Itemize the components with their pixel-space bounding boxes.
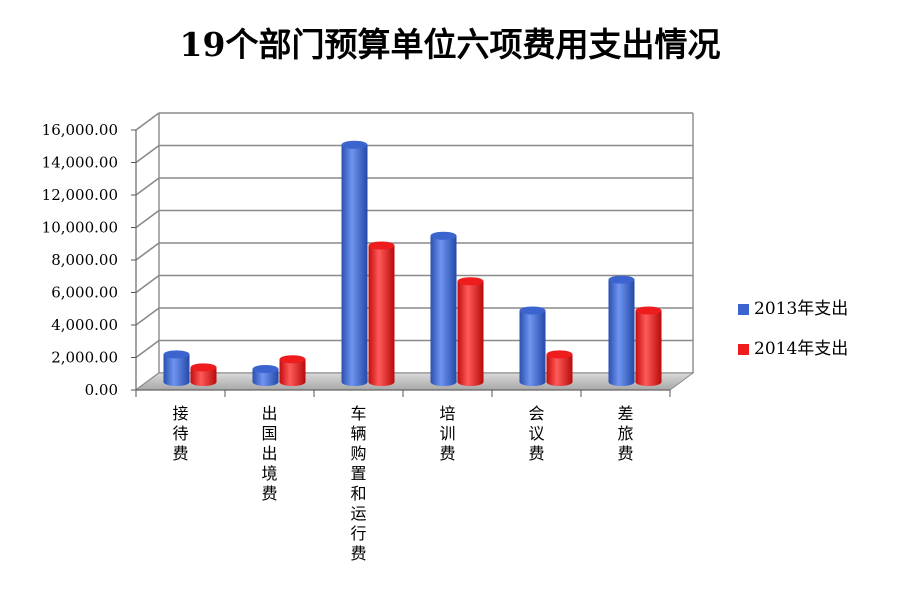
x-category-label-char: 出 (261, 444, 277, 463)
x-category-label-char: 和 (350, 484, 366, 503)
bar (279, 355, 306, 386)
bar (252, 365, 279, 386)
x-category-label-char: 旅 (617, 424, 633, 443)
gridline-side (135, 274, 160, 294)
x-category-label-char: 费 (617, 444, 633, 463)
y-tick-label: 2,000.00 (51, 349, 118, 367)
gridline-side (135, 307, 160, 326)
y-tick-label: 14,000.00 (42, 154, 118, 172)
legend-label: 2013年支出 (754, 299, 848, 319)
bar-top (608, 275, 635, 284)
gridline-side (135, 209, 160, 229)
x-category-label-char: 费 (172, 444, 188, 463)
gridlines (135, 112, 694, 391)
x-category-label-char: 费 (261, 484, 277, 503)
bar (635, 306, 662, 386)
x-category-label-char: 费 (350, 544, 366, 563)
legend-label: 2014年支出 (754, 339, 848, 359)
bar-body (635, 310, 662, 382)
bar-body (430, 235, 457, 382)
bar-body (457, 281, 484, 382)
bar-body (341, 144, 368, 382)
x-category-label-char: 出 (261, 404, 277, 423)
bar-top (368, 241, 395, 250)
x-category-label-char: 培 (439, 404, 455, 423)
gridline-side (135, 144, 160, 164)
bar-body (279, 359, 306, 382)
legend: 2013年支出 2014年支出 (738, 299, 848, 359)
gridline-side (135, 339, 160, 359)
legend-swatch (738, 304, 749, 315)
bar (430, 231, 457, 386)
bar (546, 350, 573, 386)
x-category-label-char: 差 (617, 404, 633, 423)
bar (341, 140, 368, 386)
legend-swatch (738, 344, 749, 355)
bar (190, 363, 217, 386)
gridline-side (135, 177, 160, 196)
x-category-label-char: 置 (350, 464, 366, 483)
bar-body (190, 367, 217, 382)
bars (163, 140, 662, 386)
bar-top (635, 306, 662, 315)
x-category-label-char: 行 (350, 524, 366, 543)
y-axis-ticks: 0.00 2,000.00 4,000.00 6,000.00 8,000.00 10,0… (42, 121, 136, 399)
x-category-label-char: 待 (172, 424, 188, 443)
bar-body (163, 354, 190, 382)
y-tick-label: 0.00 (85, 381, 118, 399)
x-category-label-char: 议 (528, 424, 544, 443)
x-category-label-char: 购 (350, 444, 366, 463)
x-category-label-char: 费 (528, 444, 544, 463)
bar (519, 306, 546, 386)
x-category-label-char: 训 (439, 424, 455, 443)
bar (457, 277, 484, 386)
x-category-label-char: 会 (528, 404, 544, 423)
bar (368, 241, 395, 386)
bar (608, 275, 635, 386)
y-tick-label: 10,000.00 (42, 219, 118, 237)
x-category-label-char: 国 (261, 424, 277, 443)
x-category-label-char: 接 (172, 404, 188, 423)
bar-top (190, 363, 217, 372)
x-category-label-char: 费 (439, 444, 455, 463)
gridline-side (135, 112, 160, 131)
x-category-label-char: 辆 (350, 424, 366, 443)
bar-top (252, 365, 279, 373)
y-tick-label: 8,000.00 (51, 251, 118, 269)
y-tick-label: 12,000.00 (42, 186, 118, 204)
y-tick-label: 6,000.00 (51, 284, 118, 302)
bar-top (457, 277, 484, 286)
bar (163, 350, 190, 386)
x-category-label-char: 运 (350, 504, 366, 523)
bar-body (519, 310, 546, 382)
x-category-label-char: 车 (350, 404, 366, 423)
bar-body (368, 245, 395, 382)
bar-top (279, 355, 306, 364)
y-tick-label: 16,000.00 (42, 121, 118, 139)
bar-body (608, 279, 635, 382)
bar-body (546, 354, 573, 382)
gridline-side (135, 242, 160, 261)
bar-top (341, 140, 368, 149)
bar-top (546, 350, 573, 359)
bar-top (163, 350, 190, 359)
y-tick-label: 4,000.00 (51, 316, 118, 334)
x-category-label-char: 境 (261, 464, 277, 483)
bar-top (430, 231, 457, 240)
bar-top (519, 306, 546, 315)
chart-title: 19个部门预算单位六项费用支出情况 (180, 25, 721, 64)
